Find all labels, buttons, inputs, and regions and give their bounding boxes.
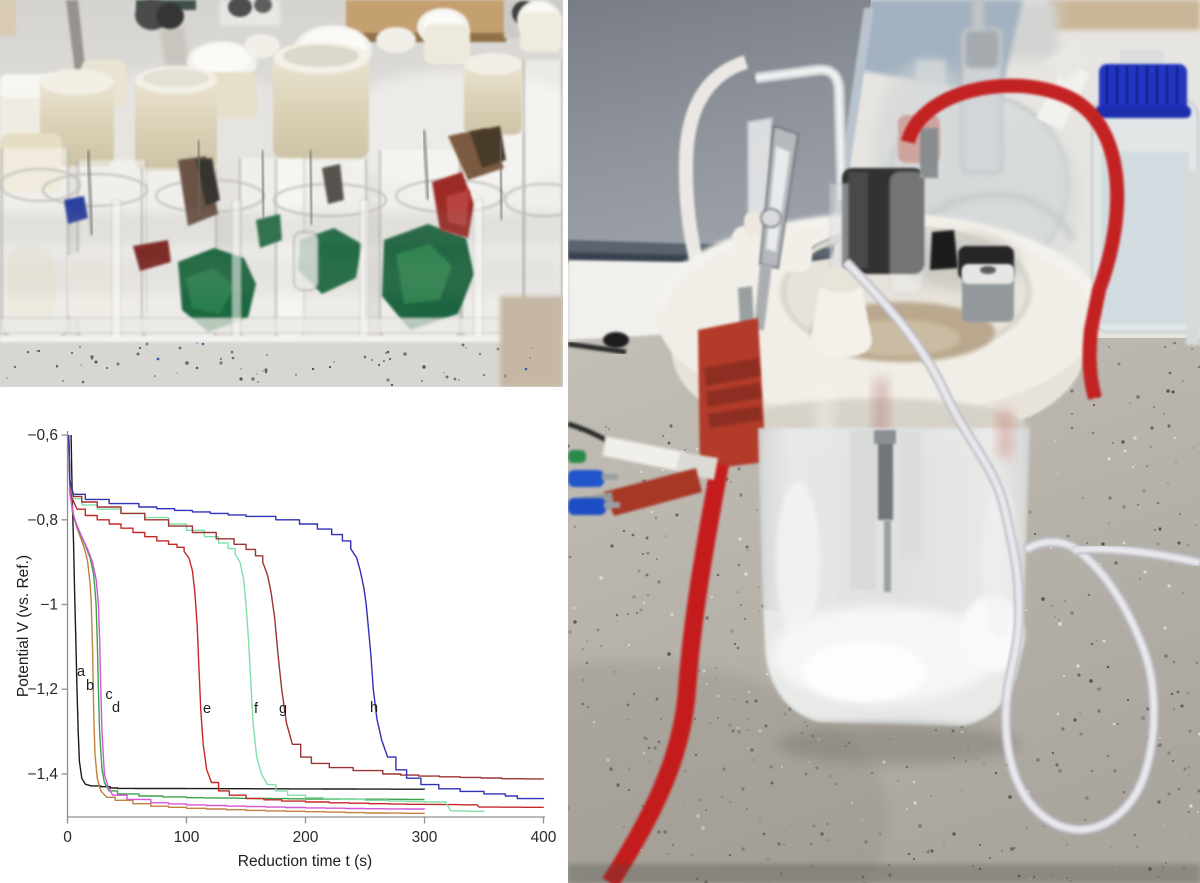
svg-text:−1,2: −1,2 xyxy=(27,681,58,698)
svg-text:100: 100 xyxy=(174,829,200,846)
svg-text:−1,4: −1,4 xyxy=(27,766,58,783)
svg-text:e: e xyxy=(203,701,211,717)
svg-text:Potential V (vs. Ref.): Potential V (vs. Ref.) xyxy=(15,555,32,697)
svg-text:c: c xyxy=(105,687,112,703)
svg-text:−0,6: −0,6 xyxy=(27,427,58,444)
svg-text:d: d xyxy=(112,700,120,716)
svg-text:−1: −1 xyxy=(40,597,58,614)
svg-text:Reduction time t (s): Reduction time t (s) xyxy=(238,853,372,870)
svg-text:−0,8: −0,8 xyxy=(27,512,58,529)
svg-text:a: a xyxy=(77,664,86,680)
svg-text:200: 200 xyxy=(293,829,319,846)
svg-text:h: h xyxy=(370,700,378,716)
svg-text:b: b xyxy=(86,678,94,694)
svg-text:300: 300 xyxy=(412,829,438,846)
svg-text:g: g xyxy=(279,701,287,717)
svg-text:400: 400 xyxy=(531,829,557,846)
svg-text:f: f xyxy=(254,701,259,717)
svg-text:0: 0 xyxy=(63,829,72,846)
